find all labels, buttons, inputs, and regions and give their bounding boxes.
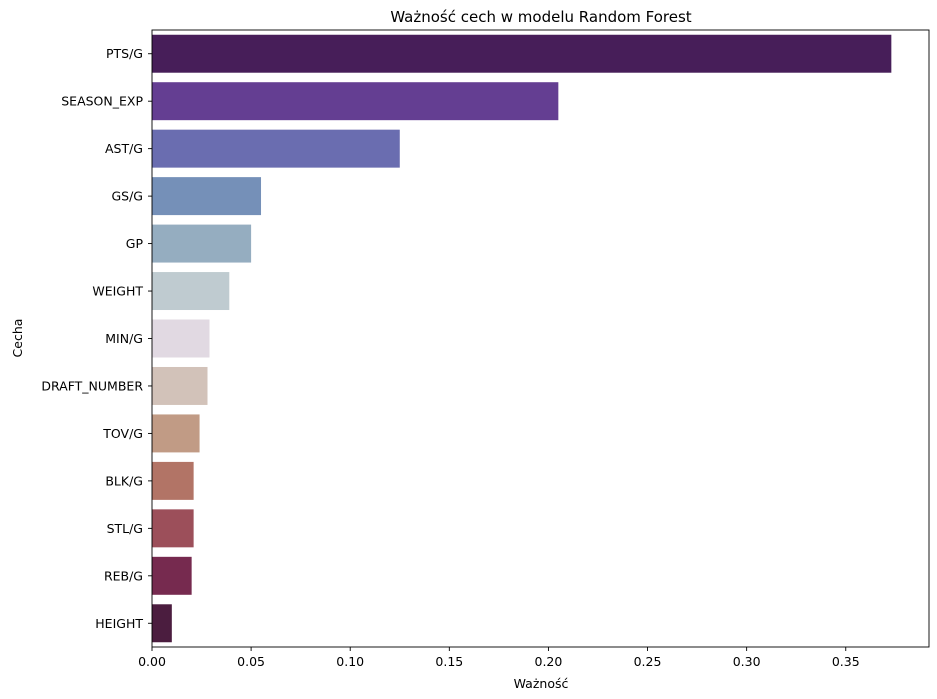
x-tick-label: 0.00 bbox=[138, 654, 166, 669]
bars-group bbox=[152, 34, 892, 643]
bar-blk-g bbox=[152, 461, 194, 500]
bar-height bbox=[152, 604, 172, 643]
y-tick-label: GS/G bbox=[111, 189, 143, 204]
bar-gp bbox=[152, 224, 252, 263]
x-tick-label: 0.25 bbox=[634, 654, 662, 669]
bar-reb-g bbox=[152, 556, 192, 595]
y-tick-label: WEIGHT bbox=[92, 284, 143, 299]
bar-weight bbox=[152, 272, 230, 311]
chart-title: Ważność cech w modelu Random Forest bbox=[390, 8, 691, 26]
bar-min-g bbox=[152, 319, 210, 358]
y-tick-label: AST/G bbox=[105, 141, 143, 156]
y-tick-label: PTS/G bbox=[106, 46, 143, 61]
x-axis-label: Ważność bbox=[514, 676, 569, 691]
y-axis-ticks: PTS/G SEASON_EXP AST/G GS/G GP WEIGHT MIN/G DRA… bbox=[41, 46, 152, 631]
bar-ast-g bbox=[152, 129, 400, 168]
bar-tov-g bbox=[152, 414, 200, 453]
y-tick-label: MIN/G bbox=[105, 331, 143, 346]
y-tick-label: REB/G bbox=[104, 568, 143, 583]
bar-pts-g bbox=[152, 34, 892, 73]
x-tick-label: 0.05 bbox=[237, 654, 265, 669]
x-tick-label: 0.20 bbox=[535, 654, 563, 669]
x-axis-ticks: 0.00 0.05 0.10 0.15 0.20 0.25 0.30 0.35 bbox=[138, 647, 860, 669]
x-tick-label: 0.35 bbox=[832, 654, 860, 669]
y-tick-label: DRAFT_NUMBER bbox=[41, 378, 143, 393]
y-tick-label: HEIGHT bbox=[95, 616, 143, 631]
bar-stl-g bbox=[152, 509, 194, 548]
x-tick-label: 0.15 bbox=[435, 654, 463, 669]
y-tick-label: BLK/G bbox=[105, 473, 143, 488]
bar-gs-g bbox=[152, 177, 262, 216]
plot-frame bbox=[151, 29, 930, 648]
bar-season-exp bbox=[152, 82, 559, 121]
bar-draft-number bbox=[152, 366, 208, 405]
x-tick-label: 0.10 bbox=[336, 654, 364, 669]
y-axis-label: Cecha bbox=[10, 319, 25, 358]
y-tick-label: SEASON_EXP bbox=[61, 94, 143, 109]
y-tick-label: STL/G bbox=[107, 521, 143, 536]
y-tick-label: TOV/G bbox=[102, 426, 143, 441]
y-tick-label: GP bbox=[126, 236, 144, 251]
x-tick-label: 0.30 bbox=[733, 654, 761, 669]
